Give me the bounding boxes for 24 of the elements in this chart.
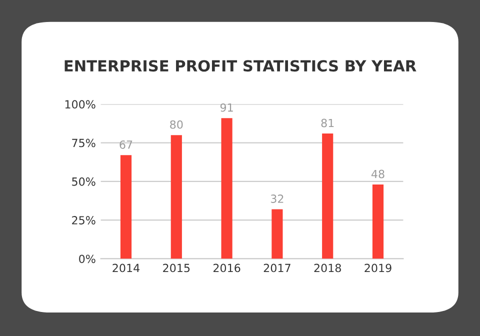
y-tick-label: 100% (65, 100, 96, 109)
data-label: 91 (220, 103, 233, 112)
data-label: 80 (170, 120, 183, 129)
bar (322, 134, 334, 259)
y-tick-label: 25% (72, 216, 96, 224)
data-label: 67 (120, 140, 132, 149)
data-label: 32 (270, 194, 284, 203)
bar (170, 135, 182, 259)
y-tick-label: 50% (72, 177, 96, 186)
x-tick-label: 2019 (364, 264, 392, 272)
bar (120, 155, 132, 259)
data-label: 48 (371, 170, 384, 178)
x-tick-label: 2015 (163, 264, 190, 272)
bar (372, 184, 384, 259)
x-tick-label: 2016 (213, 264, 240, 272)
x-tick-label: 2017 (264, 264, 290, 272)
y-tick-label: 0% (79, 254, 96, 264)
x-tick-label: 2014 (112, 264, 140, 272)
chart-title: ENTERPRISE PROFIT STATISTICS BY YEAR (64, 60, 416, 72)
y-tick-label: 75% (72, 138, 96, 148)
x-tick-label: 2018 (314, 264, 341, 272)
data-label: 81 (321, 118, 334, 128)
bar (221, 118, 232, 259)
bar (272, 209, 283, 259)
